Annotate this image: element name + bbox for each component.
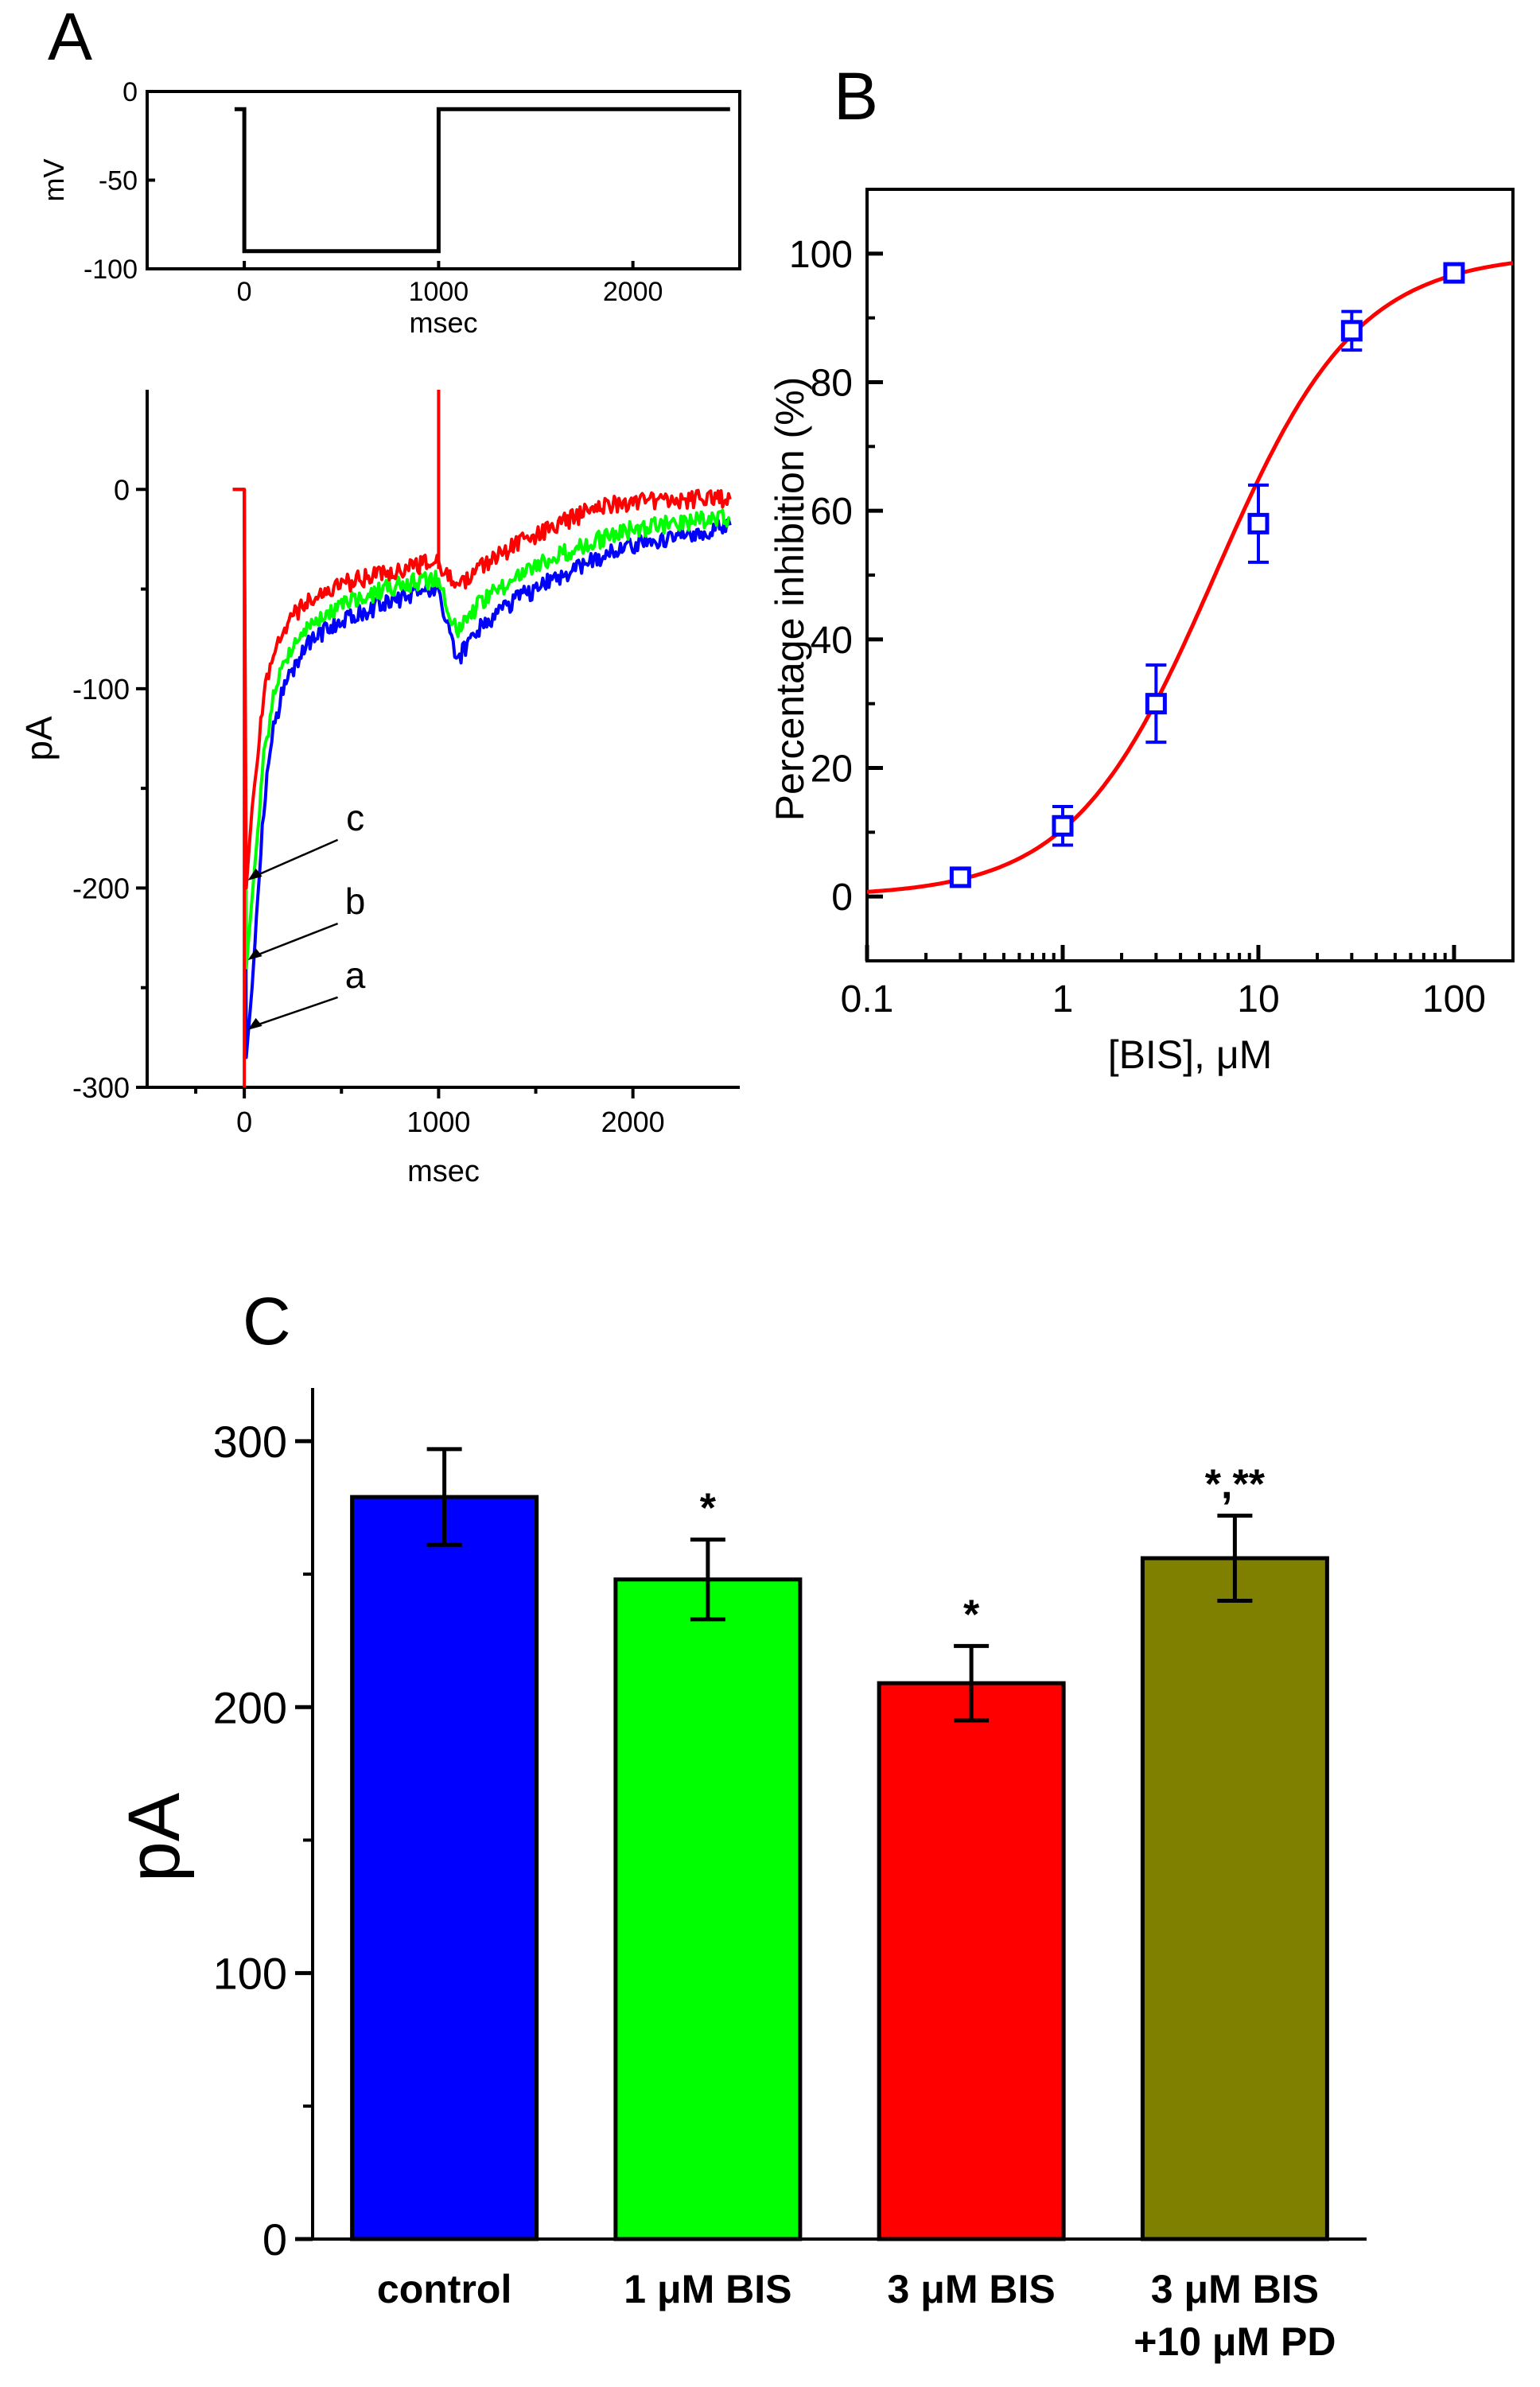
bar-3 xyxy=(879,1683,1064,2239)
concentration-y-tick-label: 20 xyxy=(811,748,853,791)
concentration-axes: 0.1 1 10 100 0 20 40 60 80 100 xyxy=(789,189,1513,1021)
bar-4 xyxy=(1142,1558,1327,2239)
voltage-y-axis-label: mV xyxy=(37,159,70,202)
bar-category-label: 3 μM BIS xyxy=(888,2267,1056,2311)
bar-2 xyxy=(616,1580,800,2239)
concentration-y-axis-label: Percentage inhibition (%) xyxy=(768,377,812,822)
data-point-square xyxy=(951,869,969,886)
bar-y-tick-label: 300 xyxy=(213,1417,287,1467)
trace-annotations: c ba xyxy=(248,797,366,1030)
bars: control * 1 μM BIS * 3 μM BIS *,** 3 μM BIS +10… xyxy=(352,1449,1336,2364)
panel-a-current-traces: 0 1000 2000 0 -100 -200 -300 c ba msec pA xyxy=(18,390,740,1188)
data-point-square xyxy=(1250,515,1267,532)
current-x-tick-label: 0 xyxy=(236,1106,252,1138)
concentration-y-tick-label: 100 xyxy=(789,234,853,276)
panel-label-a: A xyxy=(48,0,92,74)
significance-marker: * xyxy=(700,1486,717,1532)
bar-1 xyxy=(352,1497,537,2239)
data-point-square xyxy=(1445,264,1463,282)
inhibition-points xyxy=(950,264,1464,886)
voltage-x-axis-label: msec xyxy=(409,306,477,339)
significance-marker: *,** xyxy=(1205,1462,1266,1508)
bar-y-tick-label: 100 xyxy=(213,1949,287,1999)
voltage-x-tick-label: 1000 xyxy=(409,277,469,307)
annotation-arrow-c xyxy=(255,840,338,877)
significance-marker: * xyxy=(963,1592,980,1638)
concentration-y-tick-label: 40 xyxy=(811,620,853,662)
voltage-y-tick-label: 0 xyxy=(122,77,138,107)
current-y-tick-label: -100 xyxy=(72,673,130,706)
voltage-axes: 0 1000 2000 0 -50 -100 xyxy=(84,77,740,307)
bar-y-axis-label: pA xyxy=(114,1792,195,1882)
current-x-axis-label: msec xyxy=(407,1155,480,1188)
annotation-label-a: a xyxy=(345,954,366,996)
panel-c-bar-chart: C 0 100 200 300 control * 1 μM BIS * 3 μM BIS *,… xyxy=(114,1284,1367,2364)
data-point-square xyxy=(1054,817,1071,834)
bar-category-label: control xyxy=(377,2267,511,2311)
annotation-label-c: c xyxy=(346,797,364,838)
concentration-x-axis-label: [BIS], μM xyxy=(1108,1032,1273,1077)
current-trace-c xyxy=(233,489,730,888)
annotation-arrow-b xyxy=(255,923,338,956)
concentration-y-tick-label: 0 xyxy=(831,877,853,919)
hill-fit-curve xyxy=(867,263,1513,892)
concentration-x-tick-label: 1 xyxy=(1052,978,1074,1021)
panel-label-c: C xyxy=(243,1284,291,1359)
concentration-y-tick-label: 60 xyxy=(811,491,853,533)
current-x-tick-label: 1000 xyxy=(406,1106,470,1138)
figure: A 0 1000 20000-50-100 msec mV 0 1000 20000-1… xyxy=(0,0,1540,2387)
concentration-x-tick-label: 0.1 xyxy=(841,978,894,1021)
data-point-square xyxy=(1343,322,1360,340)
voltage-plot-frame xyxy=(147,91,740,269)
current-x-tick-label: 2000 xyxy=(601,1106,665,1138)
concentration-x-tick-label: 10 xyxy=(1237,978,1279,1021)
annotation-arrow-a xyxy=(255,997,338,1026)
bar-category-sublabel: +10 μM PD xyxy=(1134,2319,1336,2364)
current-y-tick-label: -200 xyxy=(72,872,130,904)
data-point-square xyxy=(1147,695,1165,713)
bar-y-tick-label: 200 xyxy=(213,1682,287,1732)
panel-label-b: B xyxy=(834,59,878,134)
current-y-tick-label: 0 xyxy=(114,473,130,506)
panel-a-voltage-protocol: A 0 1000 2000 0 -50 -100 msec mV xyxy=(37,0,740,339)
voltage-trace xyxy=(235,109,730,251)
voltage-series-line xyxy=(235,109,730,251)
voltage-x-tick-label: 2000 xyxy=(603,277,663,307)
bar-y-tick-label: 0 xyxy=(262,2214,287,2265)
current-y-tick-label: -300 xyxy=(72,1071,130,1104)
panel-b-concentration-response: B 0.1 1 10 100 0 20 40 60 80 100 [BIS], μM Percen… xyxy=(768,59,1513,1077)
voltage-x-tick-label: 0 xyxy=(237,277,252,307)
hill-fit-line xyxy=(867,263,1513,892)
current-y-axis-label: pA xyxy=(18,716,60,761)
concentration-y-tick-label: 80 xyxy=(811,363,853,405)
current-trace-a xyxy=(233,489,730,1057)
concentration-x-tick-label: 100 xyxy=(1422,978,1486,1021)
voltage-y-tick-label: -100 xyxy=(84,255,138,285)
current-traces xyxy=(233,390,730,1087)
concentration-plot-frame xyxy=(867,189,1513,961)
voltage-y-tick-label: -50 xyxy=(99,166,138,196)
annotation-label-b: b xyxy=(345,881,366,922)
bar-category-label: 3 μM BIS xyxy=(1151,2267,1319,2311)
bar-category-label: 1 μM BIS xyxy=(624,2267,791,2311)
